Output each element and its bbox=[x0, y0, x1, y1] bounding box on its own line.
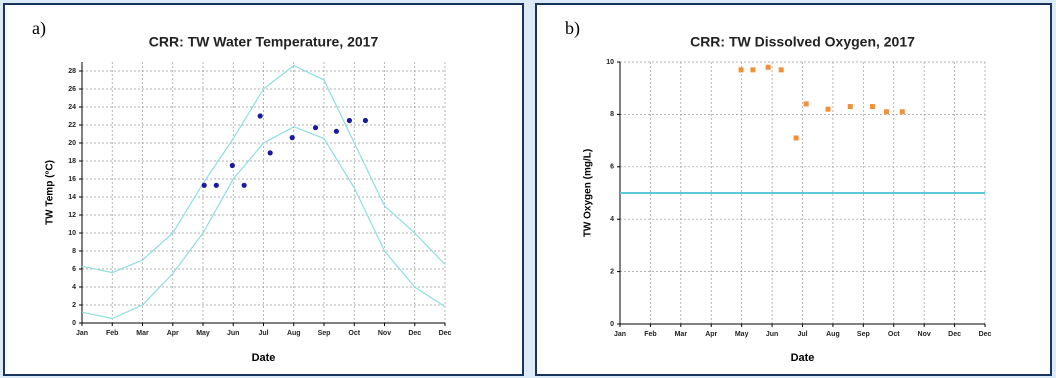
point bbox=[803, 101, 809, 107]
y-tick-label: 0 bbox=[72, 320, 76, 327]
chart-title: CRR: TW Dissolved Oxygen, 2017 bbox=[690, 34, 915, 50]
y-tick-label: 16 bbox=[68, 176, 76, 183]
x-tick-label: Nov bbox=[378, 330, 391, 337]
y-tick-label: 10 bbox=[68, 230, 76, 237]
x-tick-label: Jan bbox=[76, 330, 88, 337]
point bbox=[899, 109, 905, 115]
panel-label: b) bbox=[565, 18, 580, 39]
x-tick-label: Oct bbox=[348, 330, 360, 337]
y-tick-label: 4 bbox=[72, 284, 76, 291]
y-tick-label: 2 bbox=[72, 302, 76, 309]
y-tick-label: 26 bbox=[68, 86, 76, 93]
x-tick-label: Dec bbox=[948, 331, 961, 338]
y-tick-label: 18 bbox=[68, 158, 76, 165]
point bbox=[333, 128, 340, 134]
x-tick-label: Aug bbox=[826, 331, 840, 338]
x-tick-label: Jun bbox=[227, 330, 239, 337]
point bbox=[883, 109, 889, 115]
point bbox=[793, 135, 799, 141]
x-tick-label: Aug bbox=[287, 330, 301, 337]
y-tick-label: 28 bbox=[68, 68, 76, 75]
x-tick-label: Apr bbox=[167, 330, 179, 337]
y-axis-label: TW Temp (°C) bbox=[45, 160, 56, 225]
x-tick-label: Sep bbox=[857, 331, 870, 338]
y-tick-label: 22 bbox=[68, 122, 76, 129]
x-tick-label: May bbox=[735, 331, 749, 338]
x-tick-label: Feb bbox=[106, 330, 118, 337]
point bbox=[289, 135, 295, 141]
x-tick-label: Dec bbox=[979, 331, 992, 338]
y-tick-label: 14 bbox=[68, 194, 76, 201]
x-tick-label: Mar bbox=[675, 331, 688, 338]
y-tick-label: 4 bbox=[610, 216, 614, 223]
point bbox=[257, 113, 263, 119]
panel bbox=[535, 3, 1052, 376]
x-tick-label: Feb bbox=[644, 331, 656, 338]
line-series bbox=[81, 64, 446, 274]
point bbox=[312, 125, 319, 131]
x-tick-label: Dec bbox=[439, 330, 452, 337]
point bbox=[869, 104, 875, 110]
point bbox=[267, 150, 273, 156]
y-tick-label: 0 bbox=[610, 321, 614, 328]
y-tick-label: 6 bbox=[610, 164, 614, 171]
x-tick-label: Jul bbox=[797, 331, 807, 338]
chart-title: CRR: TW Water Temperature, 2017 bbox=[149, 34, 379, 50]
point bbox=[778, 67, 784, 73]
point bbox=[847, 104, 853, 110]
x-tick-label: Mar bbox=[136, 330, 149, 337]
y-tick-label: 12 bbox=[68, 212, 76, 219]
panel-label: a) bbox=[32, 18, 46, 39]
point bbox=[346, 117, 353, 124]
line-series bbox=[81, 126, 446, 320]
x-tick-label: Nov bbox=[918, 331, 931, 338]
x-axis-label: Date bbox=[791, 352, 815, 364]
x-tick-label: Jun bbox=[766, 331, 778, 338]
point bbox=[201, 182, 207, 188]
y-tick-label: 2 bbox=[610, 268, 614, 275]
y-tick-label: 24 bbox=[68, 104, 76, 111]
point bbox=[362, 117, 369, 124]
point bbox=[241, 182, 247, 188]
y-axis-label: TW Oxygen (mg/L) bbox=[583, 149, 594, 237]
x-tick-label: Jan bbox=[614, 331, 626, 338]
x-tick-label: Dec bbox=[408, 330, 421, 337]
y-tick-label: 8 bbox=[610, 111, 614, 118]
point bbox=[229, 162, 235, 169]
y-tick-label: 6 bbox=[72, 266, 76, 273]
x-tick-label: Apr bbox=[705, 331, 717, 338]
point bbox=[825, 106, 831, 112]
x-tick-label: Oct bbox=[888, 331, 900, 338]
y-tick-label: 10 bbox=[606, 59, 614, 66]
point bbox=[765, 64, 771, 70]
point bbox=[750, 67, 756, 73]
x-tick-label: May bbox=[196, 330, 210, 337]
y-tick-label: 20 bbox=[68, 140, 76, 147]
x-tick-label: Jul bbox=[258, 330, 268, 337]
panel bbox=[3, 3, 524, 376]
x-axis-label: Date bbox=[252, 352, 276, 364]
y-tick-label: 8 bbox=[72, 248, 76, 255]
point bbox=[738, 67, 744, 73]
x-tick-label: Sep bbox=[318, 330, 331, 337]
point bbox=[213, 182, 219, 188]
